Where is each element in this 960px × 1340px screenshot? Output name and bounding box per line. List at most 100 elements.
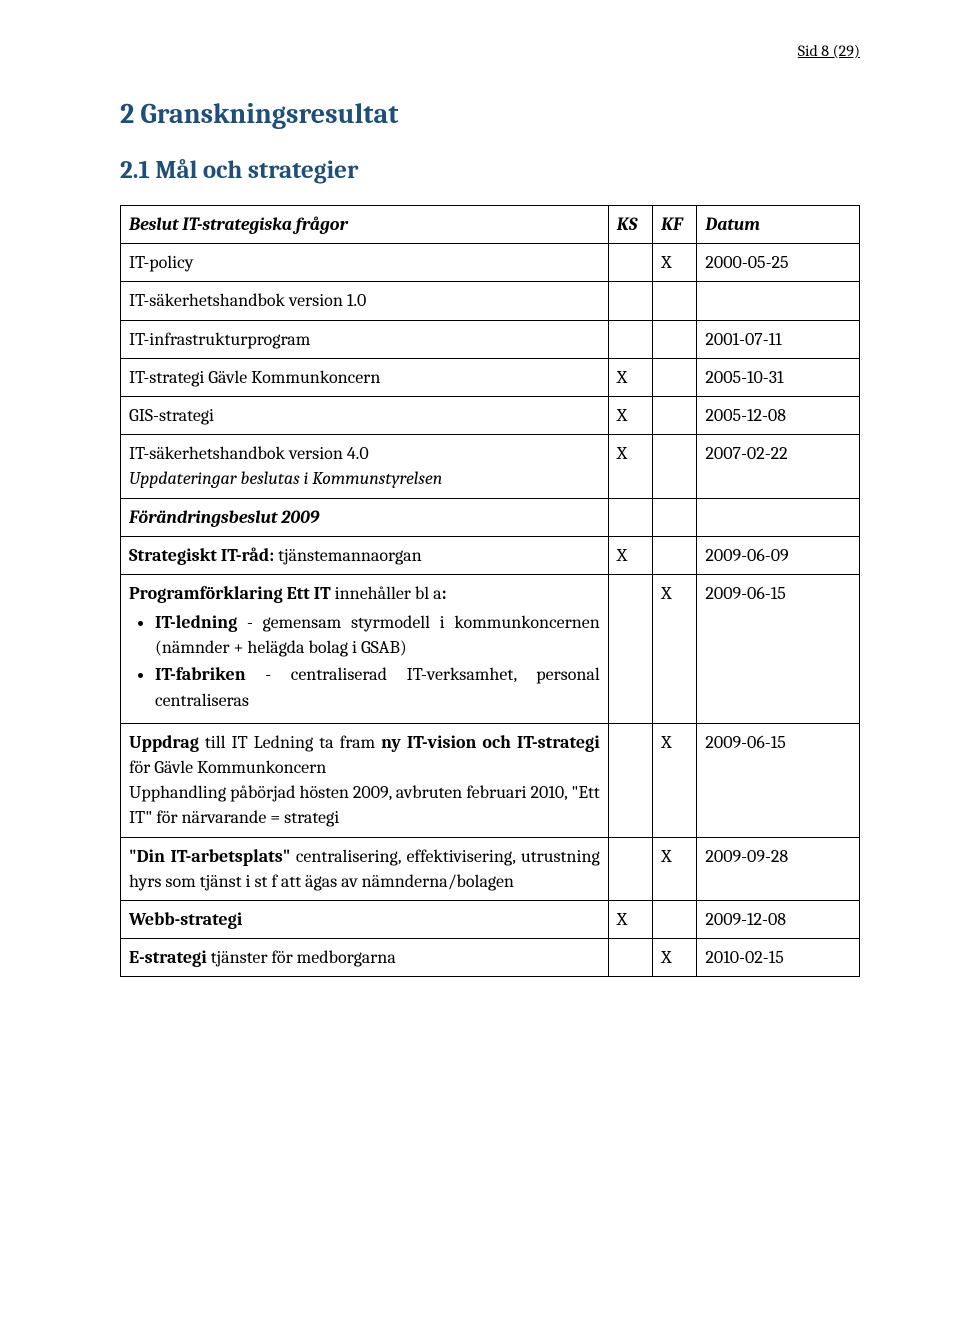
cell-kf [653, 282, 697, 320]
cell-ks: X [608, 358, 652, 396]
list-item: IT-ledning - gemensam styrmodell i kommu… [155, 610, 600, 660]
page-number: Sid 8 (29) [798, 42, 860, 60]
text-run: IT-säkerhetshandbok [129, 443, 289, 464]
cell-kf: X [653, 244, 697, 282]
cell-kf [653, 358, 697, 396]
table-row: GIS-strategiX2005-12-08 [121, 396, 860, 434]
cell-description: Uppdrag till IT Ledning ta fram ny IT-vi… [121, 723, 609, 837]
text-run: version 1.0 [289, 290, 366, 311]
text-run: Uppdrag [129, 732, 205, 753]
table-row: Uppdrag till IT Ledning ta fram ny IT-vi… [121, 723, 860, 837]
text-run: IT-strategi [129, 367, 208, 388]
cell-description: "Din IT-arbetsplats" centralisering, eff… [121, 837, 609, 900]
text-run: Programförklaring Ett IT [129, 583, 335, 604]
text-run: Strategiskt IT-råd: [129, 545, 274, 566]
table-row: IT-strategi Gävle KommunkoncernX2005-10-… [121, 358, 860, 396]
text-line: Upphandling påbörjad hösten 2009, avbrut… [129, 780, 600, 830]
text-run: till IT Ledning ta fram [205, 732, 381, 753]
cell-date: 2009-06-15 [697, 723, 860, 837]
text-run: tjänster för medborgarna [211, 947, 396, 968]
cell-description: IT-säkerhetshandbok version 1.0 [121, 282, 609, 320]
cell-ks: X [608, 900, 652, 938]
cell-description: Förändringsbeslut 2009 [121, 498, 609, 536]
cell-ks [608, 723, 652, 837]
cell-kf [653, 498, 697, 536]
text-run: ny IT-vision och IT-strategi [381, 732, 600, 753]
cell-date: 2007-02-22 [697, 435, 860, 498]
cell-date: 2009-06-09 [697, 536, 860, 574]
table-row: IT-policy X2000-05-25 [121, 244, 860, 282]
cell-description: IT-säkerhetshandbok version 4.0Uppdateri… [121, 435, 609, 498]
cell-description: Strategiskt IT-råd: tjänstemannaorgan [121, 536, 609, 574]
cell-kf [653, 320, 697, 358]
cell-date: 2009-12-08 [697, 900, 860, 938]
cell-description: IT-policy [121, 244, 609, 282]
cell-date: 2010-02-15 [697, 939, 860, 977]
text-run: : [442, 583, 447, 604]
text-run: Upphandling påbörjad hösten 2009, avbrut… [129, 782, 600, 828]
list-item: IT-fabriken - centraliserad IT-verksamhe… [155, 662, 600, 712]
cell-description: Webb-strategi [121, 900, 609, 938]
text-run: Webb-strategi [129, 909, 242, 930]
heading-level-2: 2.1 Mål och strategier [120, 156, 860, 185]
text-run: Gävle Kommunkoncern [208, 367, 380, 388]
cell-ks: X [608, 536, 652, 574]
cell-ks [608, 320, 652, 358]
cell-kf [653, 536, 697, 574]
col-header-description: Beslut IT-strategiska frågor [121, 206, 609, 244]
text-run: IT-ledning [155, 612, 237, 633]
text-line: Uppdrag till IT Ledning ta fram ny IT-vi… [129, 730, 600, 780]
text-run: Förändringsbeslut 2009 [129, 507, 319, 528]
text-run: IT-säkerhetshandbok [129, 290, 289, 311]
col-header-date: Datum [697, 206, 860, 244]
table-row: "Din IT-arbetsplats" centralisering, eff… [121, 837, 860, 900]
text-run: E-strategi [129, 947, 211, 968]
cell-kf [653, 900, 697, 938]
cell-date: 2005-10-31 [697, 358, 860, 396]
cell-description: GIS-strategi [121, 396, 609, 434]
cell-ks: X [608, 435, 652, 498]
cell-kf: X [653, 574, 697, 723]
cell-date: 2005-12-08 [697, 396, 860, 434]
text-run: innehåller bl a [335, 583, 442, 604]
text-run: tjänstemannaorgan [274, 545, 422, 566]
table-header-row: Beslut IT-strategiska frågor KS KF Datum [121, 206, 860, 244]
cell-date: 2001-07-11 [697, 320, 860, 358]
table-row: IT-infrastrukturprogram 2001-07-11 [121, 320, 860, 358]
cell-description: E-strategi tjänster för medborgarna [121, 939, 609, 977]
cell-ks [608, 244, 652, 282]
cell-date: 2000-05-25 [697, 244, 860, 282]
table-row: Förändringsbeslut 2009 [121, 498, 860, 536]
cell-ks [608, 498, 652, 536]
heading-level-1: 2 Granskningsresultat [120, 98, 860, 130]
bullet-list: IT-ledning - gemensam styrmodell i kommu… [129, 610, 600, 713]
table-row: Strategiskt IT-råd: tjänstemannaorganX20… [121, 536, 860, 574]
table-body: IT-policyX2000-05-25IT-säkerhetshandbok … [121, 244, 860, 977]
cell-date [697, 498, 860, 536]
text-run: GIS-strategi [129, 405, 214, 426]
cell-kf: X [653, 939, 697, 977]
text-run: version 4.0 [289, 443, 369, 464]
cell-kf [653, 435, 697, 498]
cell-ks [608, 574, 652, 723]
text-italic-note: Uppdateringar beslutas i Kommunstyrelsen [129, 466, 600, 491]
table-row: E-strategi tjänster för medborgarna X2010… [121, 939, 860, 977]
text-run: IT-fabriken [155, 664, 246, 685]
cell-kf: X [653, 837, 697, 900]
text-run: IT-infrastrukturprogram [129, 329, 310, 350]
cell-ks [608, 837, 652, 900]
cell-ks [608, 939, 652, 977]
col-header-kf: KF [653, 206, 697, 244]
cell-ks [608, 282, 652, 320]
cell-description: IT-infrastrukturprogram [121, 320, 609, 358]
cell-date: 2009-09-28 [697, 837, 860, 900]
text-run: "Din IT-arbetsplats" [129, 846, 296, 867]
text-run: för Gävle Kommunkoncern [129, 757, 326, 778]
cell-kf [653, 396, 697, 434]
cell-date: 2009-06-15 [697, 574, 860, 723]
table-row: IT-säkerhetshandbok version 1.0 [121, 282, 860, 320]
cell-kf: X [653, 723, 697, 837]
document-page: Sid 8 (29) 2 Granskningsresultat 2.1 Mål… [0, 0, 960, 1340]
cell-date [697, 282, 860, 320]
cell-description: IT-strategi Gävle Kommunkoncern [121, 358, 609, 396]
